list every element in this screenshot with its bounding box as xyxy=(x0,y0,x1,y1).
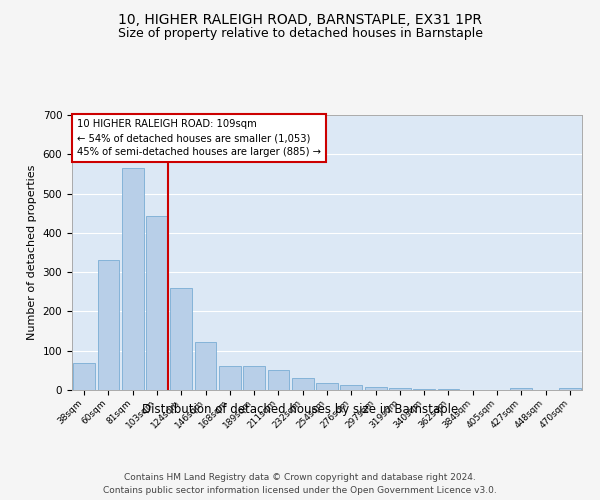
Text: Contains HM Land Registry data © Crown copyright and database right 2024.
Contai: Contains HM Land Registry data © Crown c… xyxy=(103,474,497,495)
Bar xyxy=(413,389,435,390)
Bar xyxy=(73,362,95,390)
Bar xyxy=(146,216,168,390)
Text: Distribution of detached houses by size in Barnstaple: Distribution of detached houses by size … xyxy=(142,402,458,415)
Bar xyxy=(292,378,314,390)
Bar xyxy=(559,388,581,390)
Bar xyxy=(243,366,265,390)
Bar xyxy=(316,383,338,390)
Text: 10 HIGHER RALEIGH ROAD: 109sqm
← 54% of detached houses are smaller (1,053)
45% : 10 HIGHER RALEIGH ROAD: 109sqm ← 54% of … xyxy=(77,119,321,157)
Bar xyxy=(219,366,241,390)
Text: 10, HIGHER RALEIGH ROAD, BARNSTAPLE, EX31 1PR: 10, HIGHER RALEIGH ROAD, BARNSTAPLE, EX3… xyxy=(118,12,482,26)
Bar xyxy=(170,288,192,390)
Bar xyxy=(194,342,217,390)
Y-axis label: Number of detached properties: Number of detached properties xyxy=(27,165,37,340)
Bar xyxy=(340,385,362,390)
Bar xyxy=(389,388,411,390)
Bar xyxy=(437,389,460,390)
Bar xyxy=(268,370,289,390)
Text: Size of property relative to detached houses in Barnstaple: Size of property relative to detached ho… xyxy=(118,28,482,40)
Bar xyxy=(122,168,143,390)
Bar xyxy=(511,388,532,390)
Bar xyxy=(365,387,386,390)
Bar xyxy=(97,260,119,390)
